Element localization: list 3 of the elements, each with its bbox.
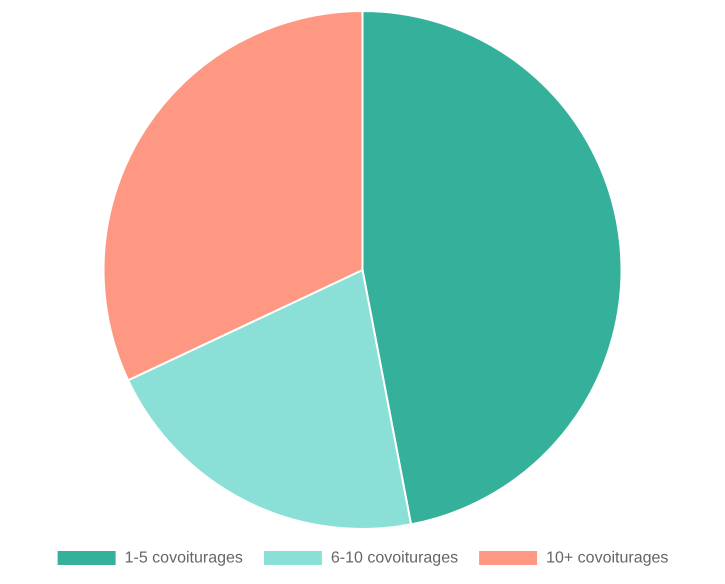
legend-label: 6-10 covoiturages: [330, 549, 458, 566]
legend-label: 1-5 covoiturages: [124, 549, 243, 566]
legend-label: 10+ covoiturages: [546, 549, 668, 566]
